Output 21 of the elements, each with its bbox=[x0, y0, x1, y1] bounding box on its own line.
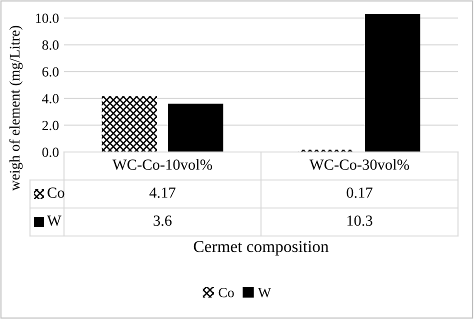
y-tick-label: 8.0 bbox=[42, 40, 59, 50]
y-tick-label: 2.0 bbox=[42, 120, 59, 130]
data-label: 3.6 bbox=[154, 216, 172, 226]
legend-label: Co bbox=[48, 188, 64, 198]
text: W bbox=[258, 288, 272, 298]
bar bbox=[168, 104, 224, 152]
x-tick-label: WC-Co-10vol% bbox=[112, 159, 212, 170]
y-axis-title: weigh of element (mg/Litre) bbox=[9, 26, 23, 191]
text: Co bbox=[218, 288, 234, 298]
y-tick-label: 6.0 bbox=[42, 67, 59, 77]
data-label: 0.17 bbox=[346, 188, 372, 198]
legend-label: W bbox=[47, 216, 62, 226]
y-tick-label: 10.0 bbox=[36, 14, 59, 24]
x-axis-title: Cermet composition bbox=[194, 240, 329, 256]
data-label: 4.17 bbox=[149, 188, 176, 198]
bar bbox=[102, 96, 157, 152]
x-tick-label: WC-Co-30vol% bbox=[309, 159, 410, 170]
y-tick-label: 0.0 bbox=[42, 148, 59, 158]
bar bbox=[365, 14, 420, 152]
data-label: 10.3 bbox=[347, 216, 372, 226]
y-tick-label: 4.0 bbox=[42, 94, 59, 104]
